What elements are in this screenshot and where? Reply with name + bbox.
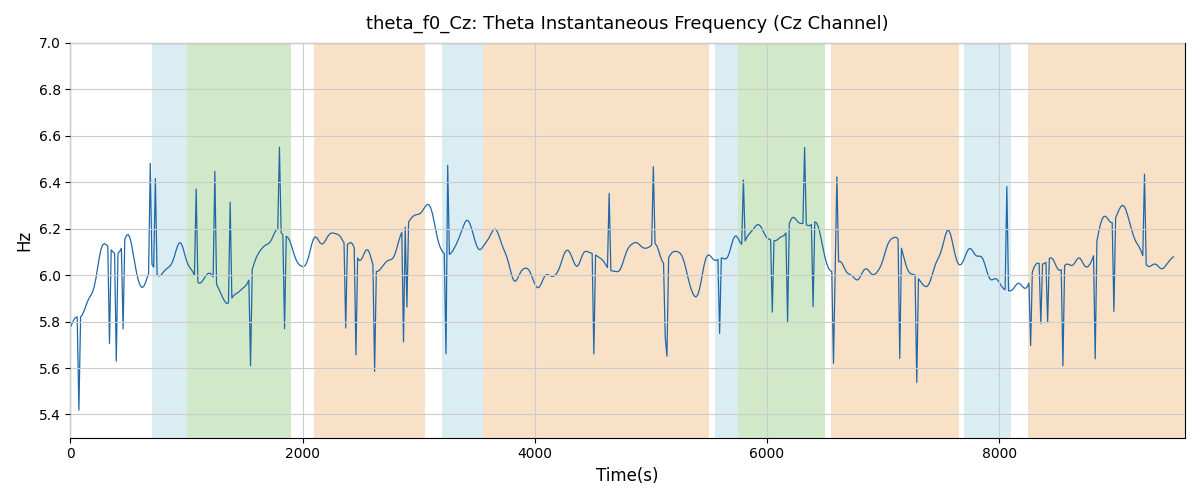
- Bar: [965, 43, 1010, 438]
- Bar: [314, 43, 425, 438]
- Bar: [738, 43, 826, 438]
- X-axis label: Time(s): Time(s): [596, 467, 659, 485]
- Bar: [151, 43, 186, 438]
- Bar: [442, 43, 482, 438]
- Bar: [186, 43, 292, 438]
- Bar: [1028, 43, 1186, 438]
- Bar: [830, 43, 959, 438]
- Title: theta_f0_Cz: Theta Instantaneous Frequency (Cz Channel): theta_f0_Cz: Theta Instantaneous Frequen…: [366, 15, 889, 34]
- Y-axis label: Hz: Hz: [14, 230, 32, 251]
- Bar: [482, 43, 709, 438]
- Bar: [715, 43, 738, 438]
